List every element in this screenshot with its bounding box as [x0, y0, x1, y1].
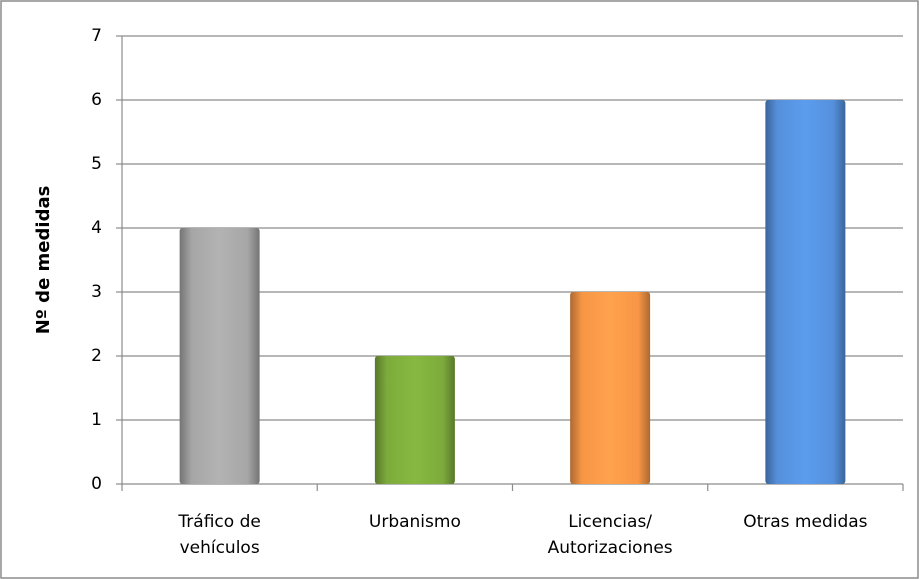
y-tick-label: 4	[91, 218, 102, 238]
y-tick-label: 2	[91, 346, 102, 366]
y-tick-label: 0	[91, 474, 102, 494]
bar	[179, 228, 260, 484]
y-tick-label: 3	[91, 282, 102, 302]
x-tick-label: Urbanismo	[369, 512, 461, 532]
bar	[374, 356, 455, 484]
bar	[570, 292, 651, 484]
x-tick-label: Tráfico de vehículos	[177, 512, 260, 558]
y-tick-label: 6	[91, 90, 102, 110]
y-axis-label: Nº de medidas	[33, 186, 54, 335]
y-tick-label: 7	[91, 26, 102, 46]
bar	[765, 100, 846, 484]
x-tick-label: Otras medidas	[743, 512, 867, 532]
y-tick-label: 5	[91, 154, 102, 174]
y-tick-label: 1	[91, 410, 102, 430]
x-tick-label: Licencias/Autorizaciones	[548, 512, 673, 558]
